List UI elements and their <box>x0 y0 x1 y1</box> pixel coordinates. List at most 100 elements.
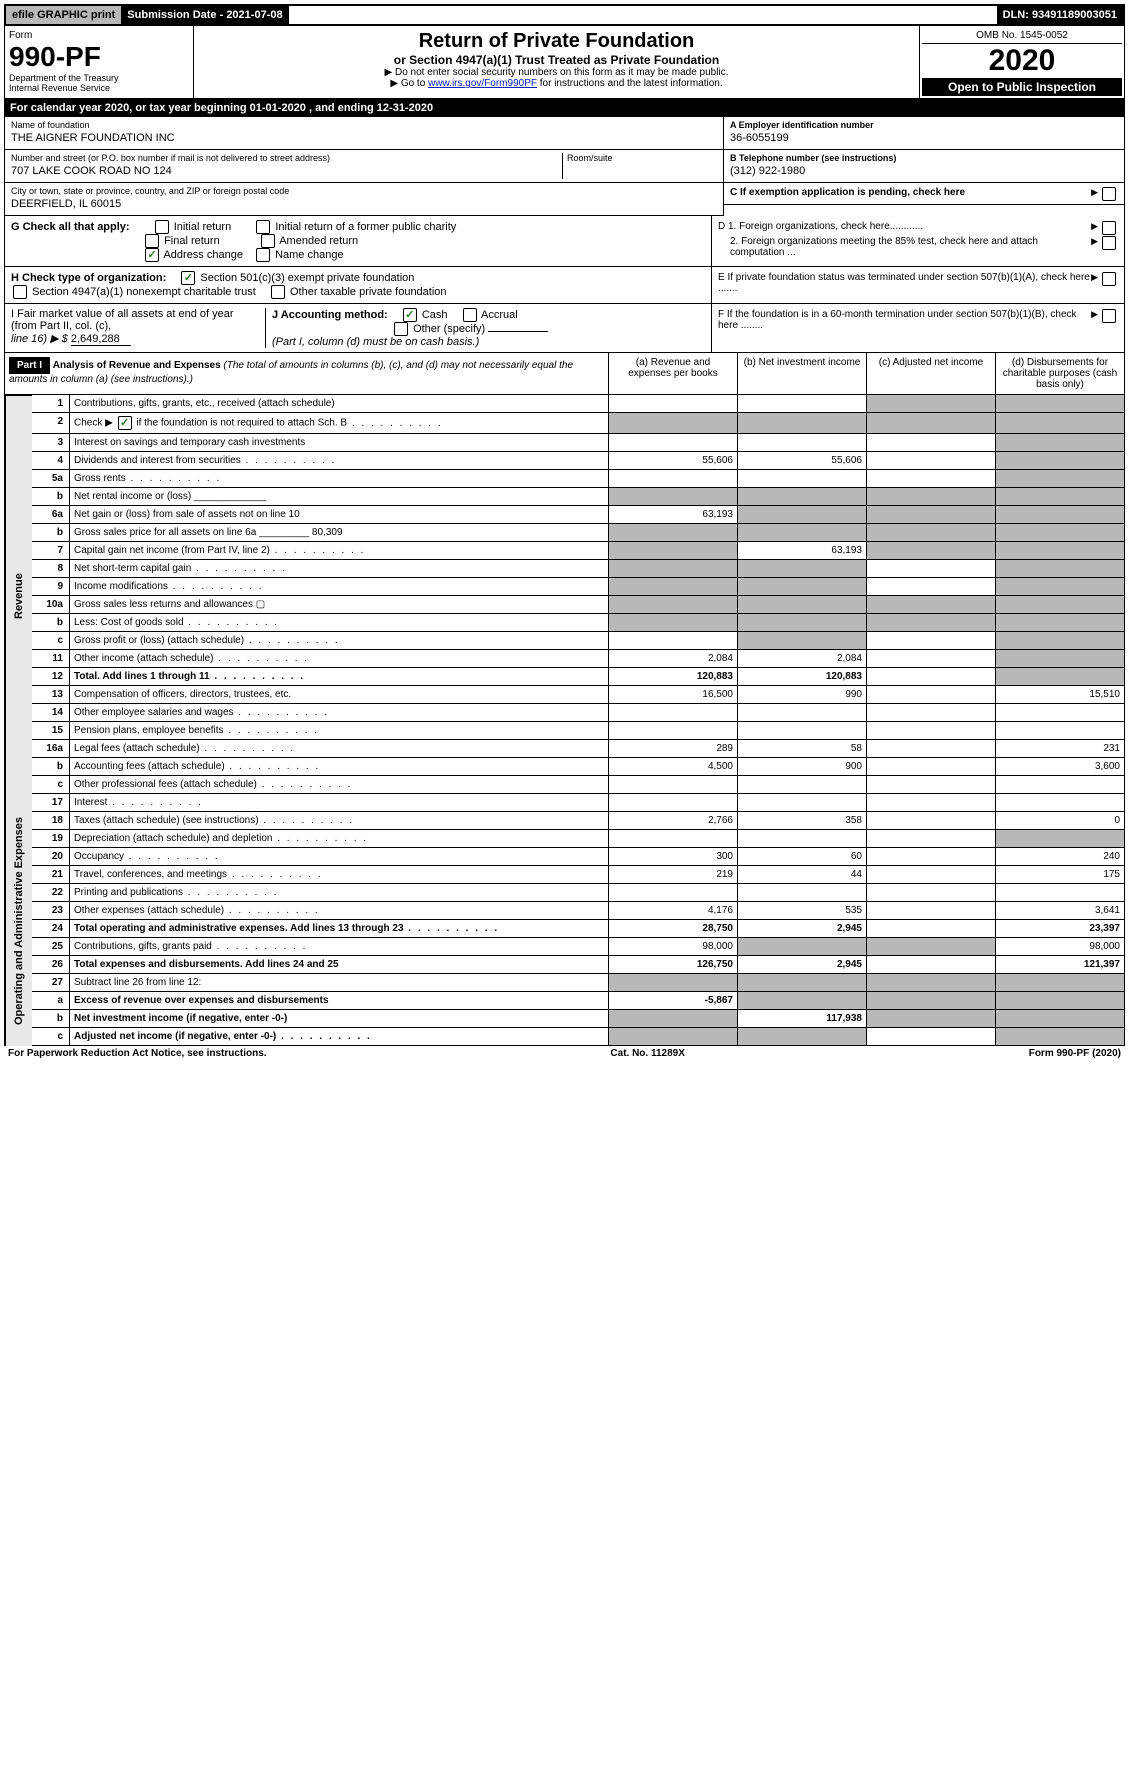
desc-cell: Net gain or (loss) from sale of assets n… <box>70 506 609 524</box>
table-row: 2Check ▶ if the foundation is not requir… <box>31 413 1125 434</box>
header-center: Return of Private Foundation or Section … <box>194 26 919 98</box>
cell <box>996 506 1125 524</box>
cell: 900 <box>738 758 867 776</box>
ein-cell: A Employer identification number 36-6055… <box>724 117 1124 150</box>
cell <box>738 524 867 542</box>
cb-initial[interactable] <box>155 220 169 234</box>
cell: 1 <box>31 395 70 413</box>
name-label: Name of foundation <box>11 120 717 130</box>
cell <box>609 974 738 992</box>
cell <box>867 578 996 596</box>
desc-cell: Subtract line 26 from line 12: <box>70 974 609 992</box>
table-row: cAdjusted net income (if negative, enter… <box>31 1028 1125 1046</box>
cb-other-tax[interactable] <box>271 285 285 299</box>
desc-cell: Net short-term capital gain <box>70 560 609 578</box>
cb-e[interactable] <box>1102 272 1116 286</box>
arrow-icon <box>1091 187 1100 198</box>
cell <box>738 395 867 413</box>
cb-d2[interactable] <box>1102 236 1116 250</box>
cell <box>867 614 996 632</box>
irs-link[interactable]: www.irs.gov/Form990PF <box>428 78 537 89</box>
cell: c <box>31 776 70 794</box>
table-row: 22Printing and publications <box>31 884 1125 902</box>
phone-label: B Telephone number (see instructions) <box>730 153 1118 163</box>
cell <box>996 722 1125 740</box>
cell <box>609 578 738 596</box>
desc-cell: Gross sales price for all assets on line… <box>70 524 609 542</box>
d2-label: 2. Foreign organizations meeting the 85%… <box>718 236 1091 258</box>
cb-d1[interactable] <box>1102 221 1116 235</box>
cell <box>609 413 738 434</box>
g-section: G Check all that apply: Initial return I… <box>5 216 711 266</box>
table-row: cOther professional fees (attach schedul… <box>31 776 1125 794</box>
cell <box>867 470 996 488</box>
cell: 117,938 <box>738 1010 867 1028</box>
cb-sec501[interactable] <box>181 271 195 285</box>
cb-initial-former[interactable] <box>256 220 270 234</box>
form-label: Form <box>9 30 189 41</box>
table-row: 23Other expenses (attach schedule)4,1765… <box>31 902 1125 920</box>
cell <box>996 974 1125 992</box>
cell <box>609 704 738 722</box>
cb-address[interactable] <box>145 248 159 262</box>
h-other: Other taxable private foundation <box>290 286 447 298</box>
cell <box>867 848 996 866</box>
cb-amended[interactable] <box>261 234 275 248</box>
cell: 19 <box>31 830 70 848</box>
i-label: I Fair market value of all assets at end… <box>11 308 234 332</box>
ein-value: 36-6055199 <box>730 130 1118 146</box>
irs: Internal Revenue Service <box>9 83 189 93</box>
cb-sch-b[interactable] <box>118 416 132 430</box>
g-address: Address change <box>163 249 243 261</box>
cell: 2,084 <box>609 650 738 668</box>
cb-accrual[interactable] <box>463 308 477 322</box>
desc-cell: Excess of revenue over expenses and disb… <box>70 992 609 1010</box>
cell: 2,945 <box>738 956 867 974</box>
c-checkbox[interactable] <box>1102 187 1116 201</box>
cb-other-acct[interactable] <box>394 322 408 336</box>
calendar-year-row: For calendar year 2020, or tax year begi… <box>4 99 1125 117</box>
inst2: ▶ Go to www.irs.gov/Form990PF for instru… <box>198 78 915 89</box>
table-row: aExcess of revenue over expenses and dis… <box>31 992 1125 1010</box>
g-amended: Amended return <box>279 235 358 247</box>
cell <box>738 413 867 434</box>
cb-name-change[interactable] <box>256 248 270 262</box>
cell <box>996 632 1125 650</box>
side-expenses: Operating and Administrative Expenses <box>5 796 32 1046</box>
cell <box>867 884 996 902</box>
cell: 55,606 <box>738 452 867 470</box>
cell: 18 <box>31 812 70 830</box>
cell <box>867 434 996 452</box>
cb-f[interactable] <box>1102 309 1116 323</box>
cell <box>996 470 1125 488</box>
g-name-change: Name change <box>275 249 344 261</box>
desc-cell: Total expenses and disbursements. Add li… <box>70 956 609 974</box>
inst2-pre: ▶ Go to <box>390 78 428 89</box>
desc-cell: Accounting fees (attach schedule) <box>70 758 609 776</box>
cell <box>738 506 867 524</box>
desc-cell: Interest <box>70 794 609 812</box>
table-row: 7Capital gain net income (from Part IV, … <box>31 542 1125 560</box>
j-note: (Part I, column (d) must be on cash basi… <box>272 336 479 348</box>
cell <box>738 632 867 650</box>
desc-cell: Adjusted net income (if negative, enter … <box>70 1028 609 1046</box>
cell: 15 <box>31 722 70 740</box>
table-row: 18Taxes (attach schedule) (see instructi… <box>31 812 1125 830</box>
cell: 16,500 <box>609 686 738 704</box>
cell <box>867 920 996 938</box>
cb-final[interactable] <box>145 234 159 248</box>
cell <box>609 1028 738 1046</box>
cb-cash[interactable] <box>403 308 417 322</box>
desc-cell: Travel, conferences, and meetings <box>70 866 609 884</box>
table-row: bNet investment income (if negative, ent… <box>31 1010 1125 1028</box>
cell: 2,766 <box>609 812 738 830</box>
cell: 535 <box>738 902 867 920</box>
table-row: 11Other income (attach schedule)2,0842,0… <box>31 650 1125 668</box>
g-label: G Check all that apply: <box>11 221 130 233</box>
desc-cell: Gross rents <box>70 470 609 488</box>
desc-cell: Income modifications <box>70 578 609 596</box>
room-label: Room/suite <box>567 153 717 163</box>
cb-sec4947[interactable] <box>13 285 27 299</box>
table-row: 24Total operating and administrative exp… <box>31 920 1125 938</box>
check-section-ij: I Fair market value of all assets at end… <box>4 304 1125 353</box>
